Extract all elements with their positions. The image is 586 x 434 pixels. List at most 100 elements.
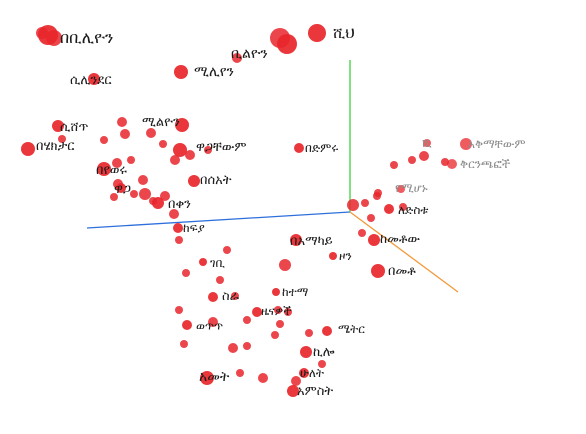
word-label: ቅርንጫፎች	[460, 157, 511, 171]
word-point[interactable]	[371, 264, 385, 278]
word-label: ዋጋቸውም	[196, 140, 247, 155]
data-point[interactable]	[231, 292, 239, 300]
word-point[interactable]	[277, 34, 297, 54]
word-label: ስራ	[222, 289, 240, 304]
word-point[interactable]	[329, 252, 337, 260]
data-point[interactable]	[120, 129, 130, 139]
data-point[interactable]	[373, 192, 381, 200]
word-label: በሄክታር	[36, 139, 75, 154]
data-point[interactable]	[223, 246, 231, 254]
data-point[interactable]	[291, 376, 301, 386]
data-point[interactable]	[117, 117, 127, 127]
word-point[interactable]	[152, 197, 164, 209]
word-point[interactable]	[208, 292, 218, 302]
word-label: አቅማቸውም	[468, 137, 526, 151]
word-point[interactable]	[299, 368, 309, 378]
word-point[interactable]	[368, 234, 380, 246]
word-point[interactable]	[88, 73, 100, 85]
word-point[interactable]	[447, 159, 457, 169]
data-point[interactable]	[169, 209, 179, 219]
data-point[interactable]	[216, 276, 224, 284]
word-point[interactable]	[322, 326, 332, 336]
data-point[interactable]	[284, 308, 292, 316]
data-point[interactable]	[276, 320, 284, 328]
data-point[interactable]	[130, 190, 138, 198]
word-label: ሺ	[422, 136, 432, 150]
data-point[interactable]	[159, 140, 167, 148]
word-label: በየወሩ	[96, 163, 127, 178]
data-point[interactable]	[138, 175, 148, 185]
data-point[interactable]	[408, 156, 416, 164]
word-label: ሺህ	[333, 24, 355, 42]
data-point[interactable]	[419, 151, 429, 161]
word-point[interactable]	[252, 307, 262, 317]
word-point[interactable]	[287, 385, 299, 397]
data-point[interactable]	[347, 199, 359, 211]
word-label: ሚልዮን	[142, 115, 180, 130]
data-point[interactable]	[175, 236, 183, 244]
data-point[interactable]	[361, 199, 369, 207]
word-point[interactable]	[182, 320, 192, 330]
word-point[interactable]	[173, 143, 187, 157]
data-point[interactable]	[208, 317, 218, 327]
word-point[interactable]	[199, 258, 207, 266]
data-point[interactable]	[228, 343, 238, 353]
word-point[interactable]	[188, 175, 200, 187]
word-point[interactable]	[272, 288, 280, 296]
data-point[interactable]	[100, 136, 108, 144]
word-point[interactable]	[300, 346, 312, 358]
word-label: በሰአት	[200, 173, 232, 188]
data-point[interactable]	[185, 150, 195, 160]
data-point[interactable]	[146, 128, 156, 138]
data-point[interactable]	[139, 188, 151, 200]
data-point[interactable]	[110, 193, 118, 201]
word-point[interactable]	[423, 139, 431, 147]
data-point[interactable]	[399, 203, 407, 211]
data-point[interactable]	[112, 158, 122, 168]
data-point[interactable]	[258, 373, 268, 383]
word-point[interactable]	[175, 118, 189, 132]
data-point[interactable]	[305, 329, 313, 337]
word-point[interactable]	[384, 204, 394, 214]
data-point[interactable]	[182, 269, 190, 277]
data-point[interactable]	[390, 161, 398, 169]
data-point[interactable]	[175, 306, 183, 314]
data-point[interactable]	[243, 342, 251, 350]
word-point[interactable]	[460, 138, 472, 150]
word-point[interactable]	[294, 143, 304, 153]
word-point[interactable]	[200, 371, 214, 385]
data-point[interactable]	[204, 146, 212, 154]
data-point[interactable]	[274, 306, 282, 314]
data-point[interactable]	[367, 214, 375, 222]
labels-layer: በቢሊዮን ሺህ ቢልዮን ሚሊየን ሲሊንደር ሚልዮን ሲሸጥ በሄክታር ዋጋቸውም በድም…	[36, 24, 526, 399]
data-point[interactable]	[279, 259, 291, 271]
data-point[interactable]	[318, 360, 326, 368]
data-point[interactable]	[170, 155, 180, 165]
word-point[interactable]	[21, 142, 35, 156]
word-point[interactable]	[116, 183, 126, 193]
word-point[interactable]	[97, 162, 111, 176]
data-point[interactable]	[358, 229, 366, 237]
data-point[interactable]	[127, 156, 135, 164]
data-point[interactable]	[58, 135, 66, 143]
word-point[interactable]	[174, 65, 188, 79]
word-label: ከፍያ	[183, 221, 205, 235]
word-point[interactable]	[52, 120, 64, 132]
word-point[interactable]	[173, 223, 183, 233]
word-point[interactable]	[290, 234, 302, 246]
data-point[interactable]	[236, 369, 244, 377]
word-point[interactable]	[397, 185, 405, 193]
word-point[interactable]	[38, 25, 58, 45]
data-point[interactable]	[180, 340, 188, 348]
word-label: ሜትር	[338, 322, 365, 336]
data-point[interactable]	[271, 331, 279, 339]
data-point[interactable]	[160, 191, 170, 201]
word-label: ሲሸጥ	[60, 120, 89, 135]
word-point[interactable]	[308, 24, 326, 42]
word-label: አመት	[199, 369, 230, 385]
word-label: ኪሎ	[313, 345, 335, 360]
data-point[interactable]	[243, 316, 251, 324]
data-point[interactable]	[232, 53, 242, 63]
